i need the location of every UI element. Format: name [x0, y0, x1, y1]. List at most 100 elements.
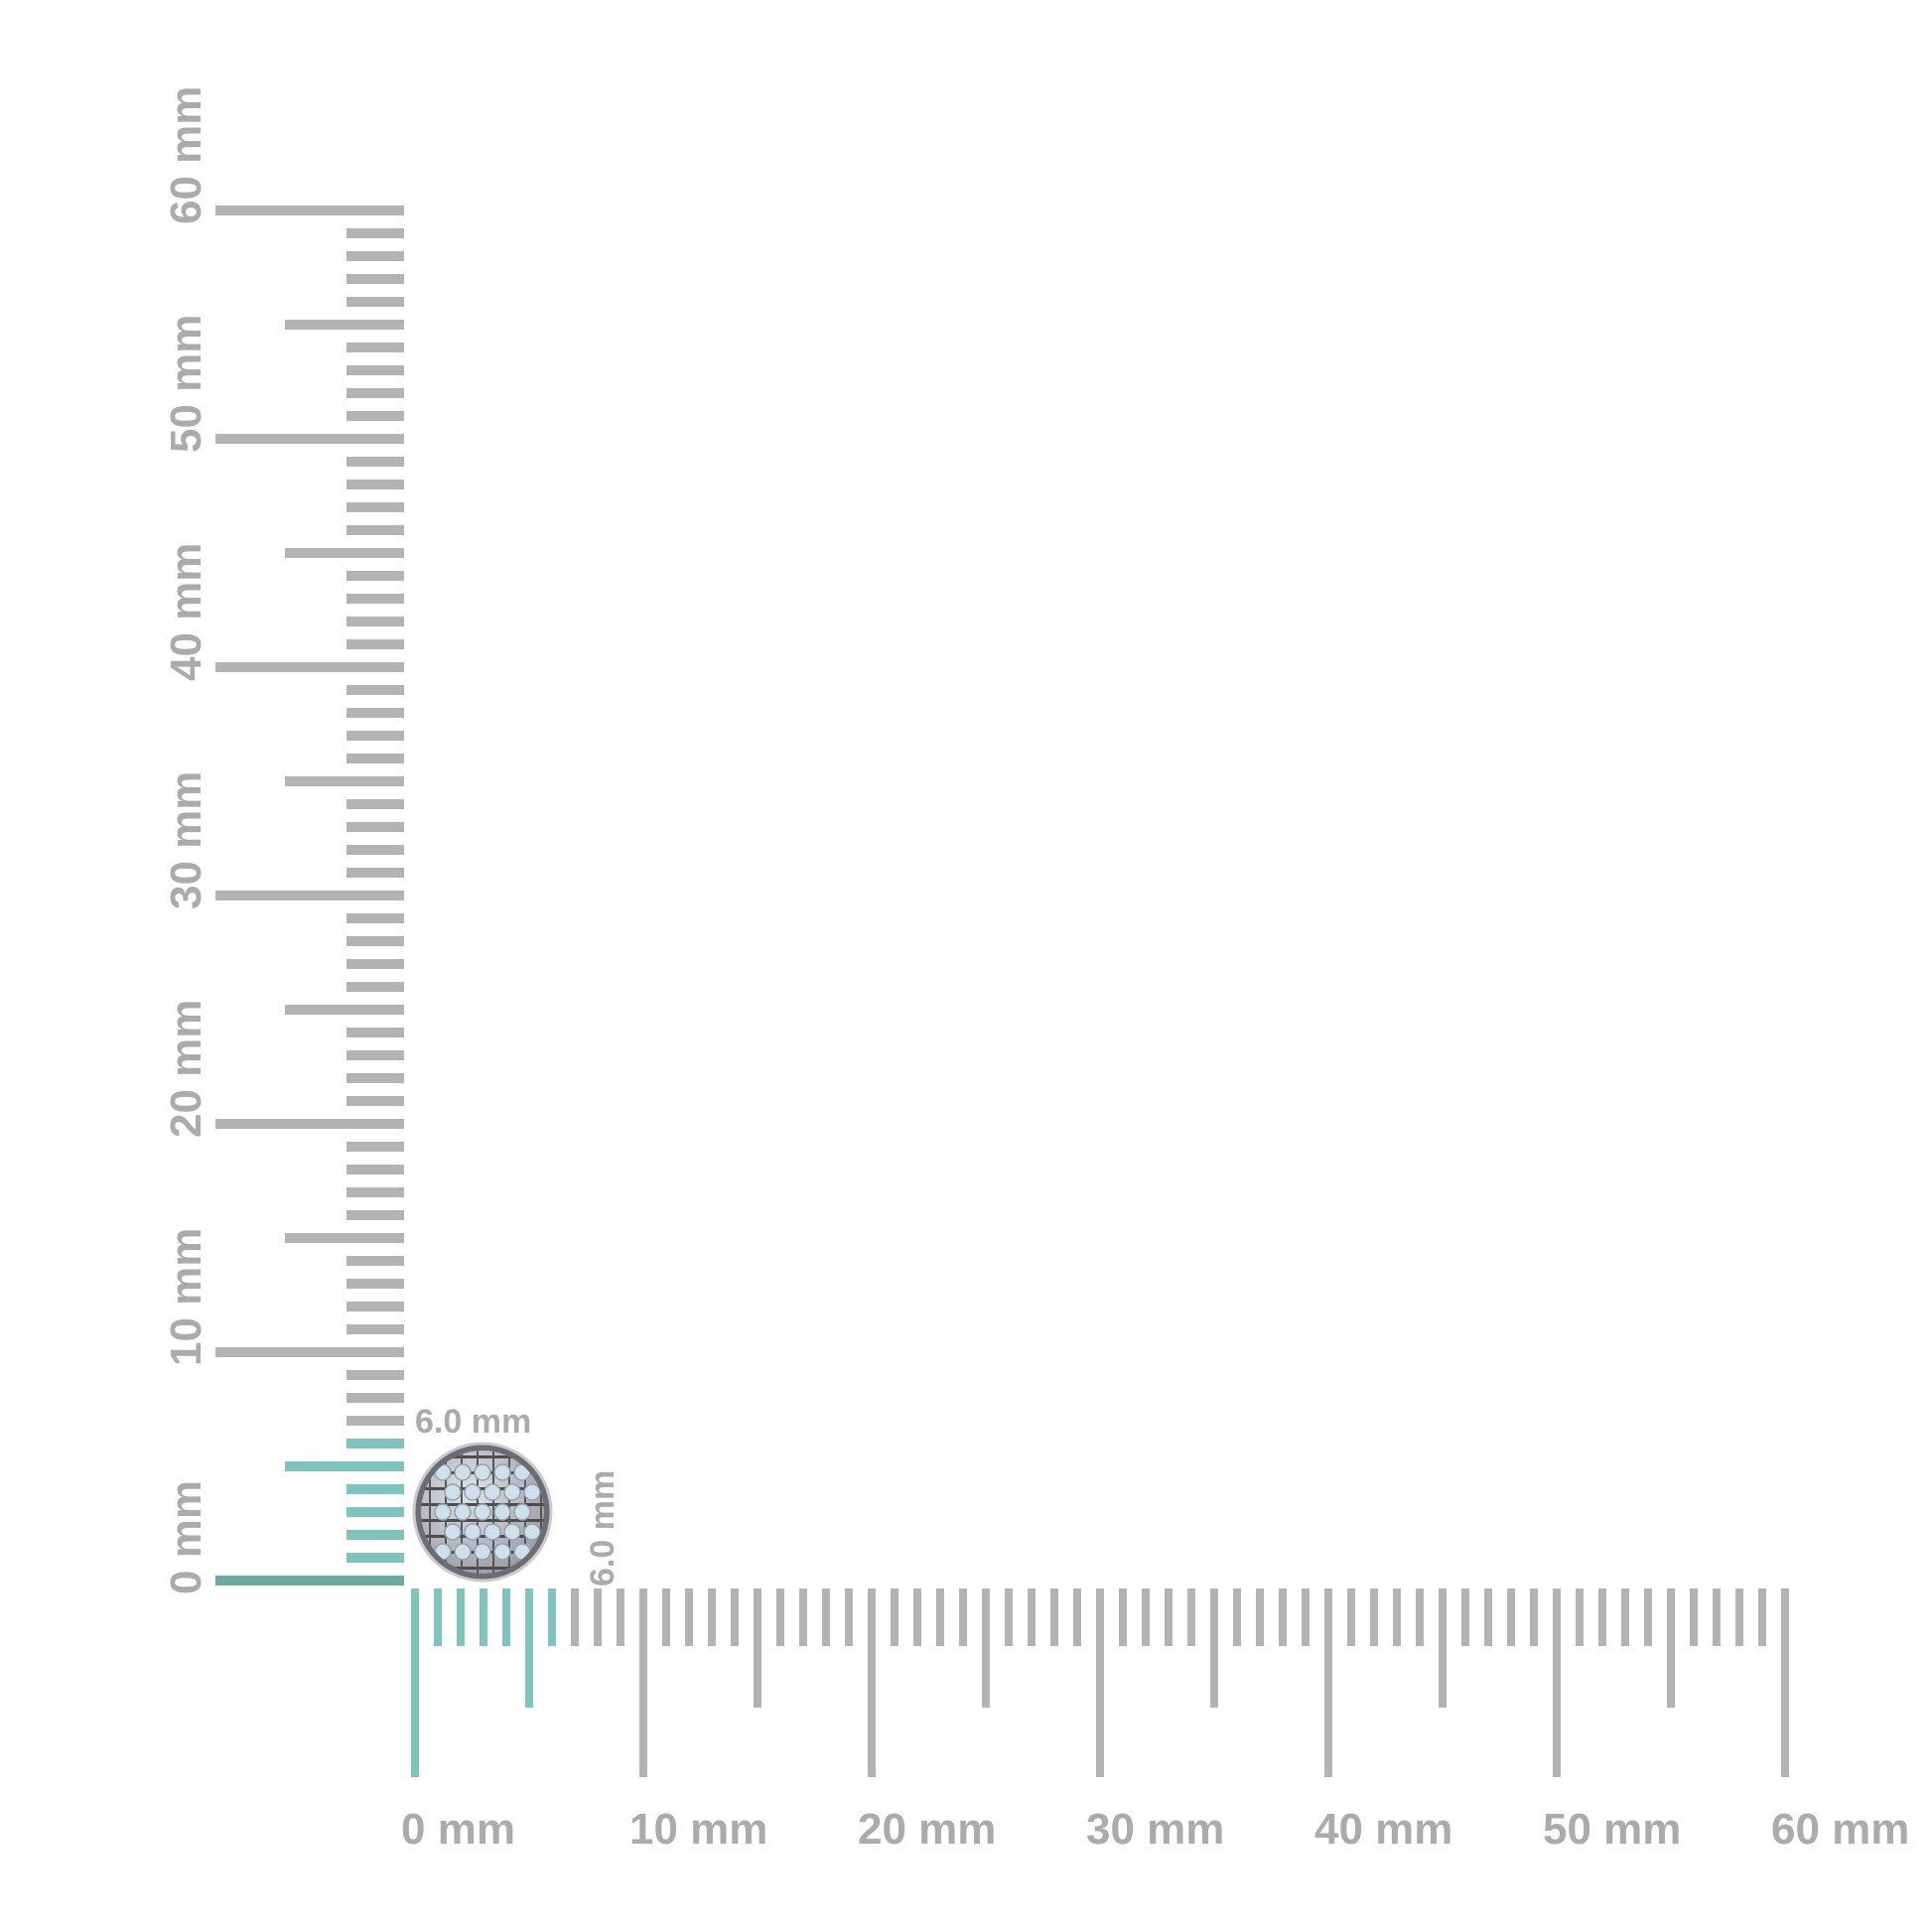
vertical-ruler-labels: 0 mm 10 mm 20 mm 30 mm 40 mm 50 mm 60 mm: [162, 86, 210, 1594]
diamond-stone: [474, 1463, 491, 1481]
tick-v-47mm: [346, 502, 404, 512]
tick-v-36mm: [346, 754, 404, 763]
tick-v-18mm: [346, 1165, 404, 1174]
h-label-20mm: 20 mm: [858, 1805, 996, 1854]
tick-h-32mm: [1142, 1588, 1150, 1646]
tick-v-52mm: [346, 388, 404, 398]
tick-h-23mm: [936, 1588, 944, 1646]
v-label-10mm: 10 mm: [162, 1228, 210, 1366]
tick-v-5mm: [285, 1461, 404, 1471]
tick-h-56mm: [1690, 1588, 1698, 1646]
tick-v-27mm: [346, 959, 404, 969]
tick-v-53mm: [346, 365, 404, 375]
tick-v-9mm: [346, 1370, 404, 1380]
tick-h-52mm: [1598, 1588, 1606, 1646]
tick-h-50mm: [1553, 1588, 1561, 1777]
tick-v-30mm: [215, 891, 404, 900]
h-label-50mm: 50 mm: [1543, 1805, 1681, 1854]
tick-v-0mm: [215, 1576, 404, 1586]
tick-v-31mm: [346, 868, 404, 878]
tick-h-53mm: [1621, 1588, 1629, 1646]
tick-h-11mm: [662, 1588, 670, 1646]
tick-v-13mm: [346, 1279, 404, 1289]
tick-v-54mm: [346, 343, 404, 352]
tick-h-36mm: [1233, 1588, 1241, 1646]
tick-h-14mm: [731, 1588, 739, 1646]
tick-v-57mm: [346, 274, 404, 284]
tick-h-1mm: [434, 1588, 442, 1646]
tick-h-19mm: [845, 1588, 853, 1646]
tick-h-60mm: [1781, 1588, 1789, 1777]
tick-v-22mm: [346, 1073, 404, 1083]
tick-v-8mm: [346, 1393, 404, 1403]
tick-v-20mm: [215, 1119, 404, 1129]
diamond-stone: [454, 1543, 472, 1561]
tick-h-40mm: [1324, 1588, 1332, 1777]
tick-v-25mm: [285, 1005, 404, 1015]
tick-h-47mm: [1484, 1588, 1492, 1646]
earring-image: [412, 1442, 553, 1583]
tick-h-22mm: [913, 1588, 921, 1646]
tick-v-24mm: [346, 1028, 404, 1037]
tick-h-31mm: [1119, 1588, 1127, 1646]
tick-h-18mm: [822, 1588, 830, 1646]
tick-h-41mm: [1347, 1588, 1355, 1646]
tick-h-4mm: [502, 1588, 510, 1646]
tick-v-42mm: [346, 617, 404, 626]
tick-h-7mm: [571, 1588, 579, 1646]
h-label-40mm: 40 mm: [1314, 1805, 1452, 1854]
tick-v-10mm: [215, 1347, 404, 1357]
tick-v-7mm: [346, 1416, 404, 1426]
diamond-stone: [523, 1483, 541, 1501]
diamond-stone: [474, 1543, 491, 1561]
diamond-stone: [513, 1503, 531, 1521]
tick-v-21mm: [346, 1096, 404, 1106]
tick-h-59mm: [1758, 1588, 1766, 1646]
tick-h-45mm: [1439, 1588, 1447, 1708]
tick-h-5mm: [525, 1588, 533, 1708]
tick-h-16mm: [776, 1588, 784, 1646]
tick-h-35mm: [1210, 1588, 1218, 1708]
diamond-stone: [483, 1523, 501, 1541]
tick-v-45mm: [285, 548, 404, 558]
tick-v-58mm: [346, 251, 404, 261]
tick-h-34mm: [1187, 1588, 1195, 1646]
tick-h-30mm: [1096, 1588, 1104, 1777]
tick-h-17mm: [799, 1588, 807, 1646]
diamond-stone: [464, 1523, 482, 1541]
tick-h-3mm: [480, 1588, 487, 1646]
tick-h-10mm: [639, 1588, 647, 1777]
tick-h-42mm: [1370, 1588, 1378, 1646]
tick-h-38mm: [1279, 1588, 1287, 1646]
h-label-60mm: 60 mm: [1771, 1805, 1909, 1854]
height-label: 6.0 mm: [584, 1470, 621, 1587]
tick-h-46mm: [1461, 1588, 1469, 1646]
diamond-stone: [444, 1523, 462, 1541]
tick-h-2mm: [457, 1588, 465, 1646]
diamond-stone: [464, 1483, 482, 1501]
diamond-stone: [454, 1463, 472, 1481]
tick-h-39mm: [1302, 1588, 1310, 1646]
tick-v-39mm: [346, 685, 404, 695]
tick-h-44mm: [1416, 1588, 1424, 1646]
tick-v-19mm: [346, 1142, 404, 1152]
v-label-60mm: 60 mm: [162, 86, 210, 224]
tick-h-26mm: [1005, 1588, 1013, 1646]
tick-v-49mm: [346, 457, 404, 467]
tick-h-43mm: [1393, 1588, 1401, 1646]
h-label-10mm: 10 mm: [629, 1805, 767, 1854]
tick-v-11mm: [346, 1324, 404, 1334]
v-label-20mm: 20 mm: [162, 1000, 210, 1138]
v-label-0mm: 0 mm: [162, 1480, 210, 1594]
tick-v-34mm: [346, 799, 404, 809]
diamond-stone: [493, 1463, 511, 1481]
tick-v-32mm: [346, 845, 404, 855]
tick-v-29mm: [346, 913, 404, 923]
diamond-stone: [444, 1483, 462, 1501]
tick-h-48mm: [1507, 1588, 1515, 1646]
tick-h-6mm: [548, 1588, 556, 1646]
tick-h-37mm: [1256, 1588, 1264, 1646]
tick-v-16mm: [346, 1210, 404, 1220]
tick-h-15mm: [754, 1588, 761, 1708]
